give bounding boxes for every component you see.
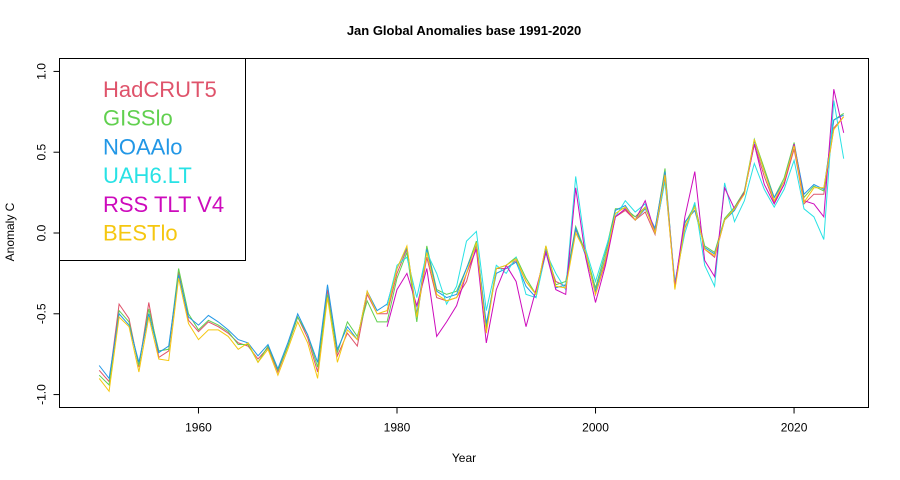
x-tick-label: 2020 bbox=[781, 421, 808, 435]
y-tick-label: 0.0 bbox=[35, 224, 49, 241]
legend-item: RSS TLT V4 bbox=[103, 192, 224, 217]
legend-item: BESTlo bbox=[103, 221, 178, 246]
chart-title: Jan Global Anomalies base 1991-2020 bbox=[347, 23, 581, 38]
x-tick-label: 1980 bbox=[384, 421, 411, 435]
x-tick-label: 1960 bbox=[185, 421, 212, 435]
axes-layer: 1960 1980 2000 2020 -1.0 -0.5 0.0 0.5 1.0 bbox=[35, 63, 808, 435]
x-axis-label: Year bbox=[452, 451, 476, 465]
y-tick-label: -1.0 bbox=[35, 384, 49, 405]
series-line-rss-tlt-v4 bbox=[386, 89, 845, 343]
y-axis-label: Anomaly C bbox=[3, 202, 17, 261]
y-tick-label: 0.5 bbox=[35, 144, 49, 161]
y-tick-label: 1.0 bbox=[35, 63, 49, 80]
legend: HadCRUT5 GISSlo NOAAlo UAH6.LT RSS TLT V4 BES… bbox=[59, 58, 246, 261]
legend-item: HadCRUT5 bbox=[103, 77, 217, 102]
legend-box bbox=[59, 58, 246, 261]
series-layer bbox=[98, 89, 845, 393]
legend-item: UAH6.LT bbox=[103, 163, 192, 188]
legend-item: NOAAlo bbox=[103, 134, 182, 159]
legend-item: GISSlo bbox=[103, 106, 173, 131]
y-tick-label: -0.5 bbox=[35, 303, 49, 324]
series-line-bestlo bbox=[98, 116, 845, 393]
x-tick-label: 2000 bbox=[582, 421, 609, 435]
